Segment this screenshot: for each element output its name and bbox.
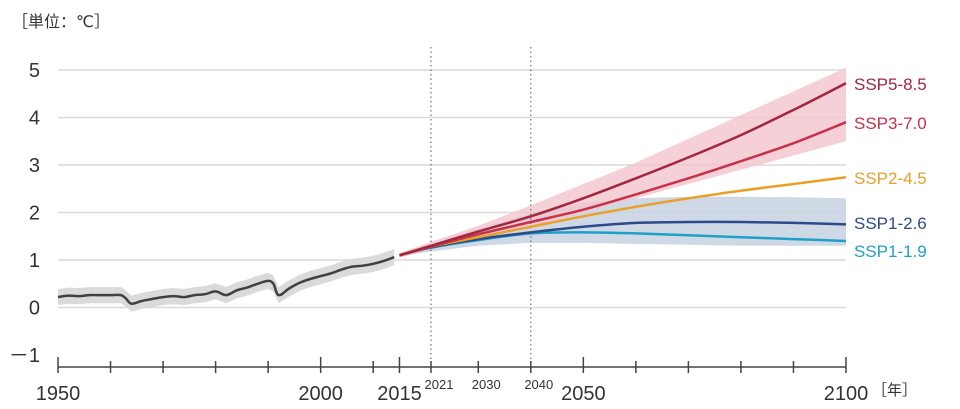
y-unit-label: ［単位：℃］ (12, 13, 110, 31)
x-unit-label: ［年］ (872, 382, 917, 399)
y-tick-label: 1 (29, 250, 40, 272)
y-tick-label: 4 (29, 108, 40, 130)
x-tick-label-2040: 2040 (524, 377, 553, 392)
y-tick-label: －1 (9, 345, 40, 367)
legend-ssp5-8-5: SSP5-8.5 (854, 75, 927, 94)
band-ssp5-8-5 (399, 67, 846, 258)
y-tick-label: 3 (29, 155, 40, 177)
legend: SSP5-8.5 SSP3-7.0 SSP2-4.5 SSP1-2.6 SSP1-1.9 (854, 75, 927, 261)
legend-ssp3-7-0: SSP3-7.0 (854, 114, 927, 133)
historical-band (58, 249, 395, 312)
x-tick-label-2100: 2100 (824, 383, 869, 405)
historical-line (57, 255, 395, 305)
line-ssp5-8-5 (399, 82, 847, 257)
x-tick-label-1950: 1950 (36, 383, 81, 405)
grid-lines (58, 69, 846, 309)
series-lines (57, 82, 847, 305)
x-axis (57, 357, 847, 373)
uncertainty-bands (58, 67, 846, 312)
legend-ssp1-2-6: SSP1-2.6 (854, 214, 927, 233)
tick-labels: －1 0 1 2 3 4 5 1950 2000 2015 2050 2100 2021 2030 2040 (9, 60, 868, 405)
x-tick-label-2021: 2021 (425, 377, 454, 392)
band-ssp1-2-6 (399, 196, 846, 257)
reference-lines (430, 47, 532, 362)
line-ssp3-7-0 (399, 121, 847, 257)
x-tick-label-2000: 2000 (298, 383, 343, 405)
x-tick-label-2015: 2015 (377, 383, 422, 405)
x-tick-label-2050: 2050 (561, 383, 606, 405)
x-tick-label-2030: 2030 (472, 377, 501, 392)
y-tick-label: 5 (29, 60, 40, 82)
y-tick-label: 2 (29, 203, 40, 225)
legend-ssp1-1-9: SSP1-1.9 (854, 242, 927, 261)
legend-ssp2-4-5: SSP2-4.5 (854, 169, 927, 188)
y-tick-label: 0 (29, 298, 40, 320)
